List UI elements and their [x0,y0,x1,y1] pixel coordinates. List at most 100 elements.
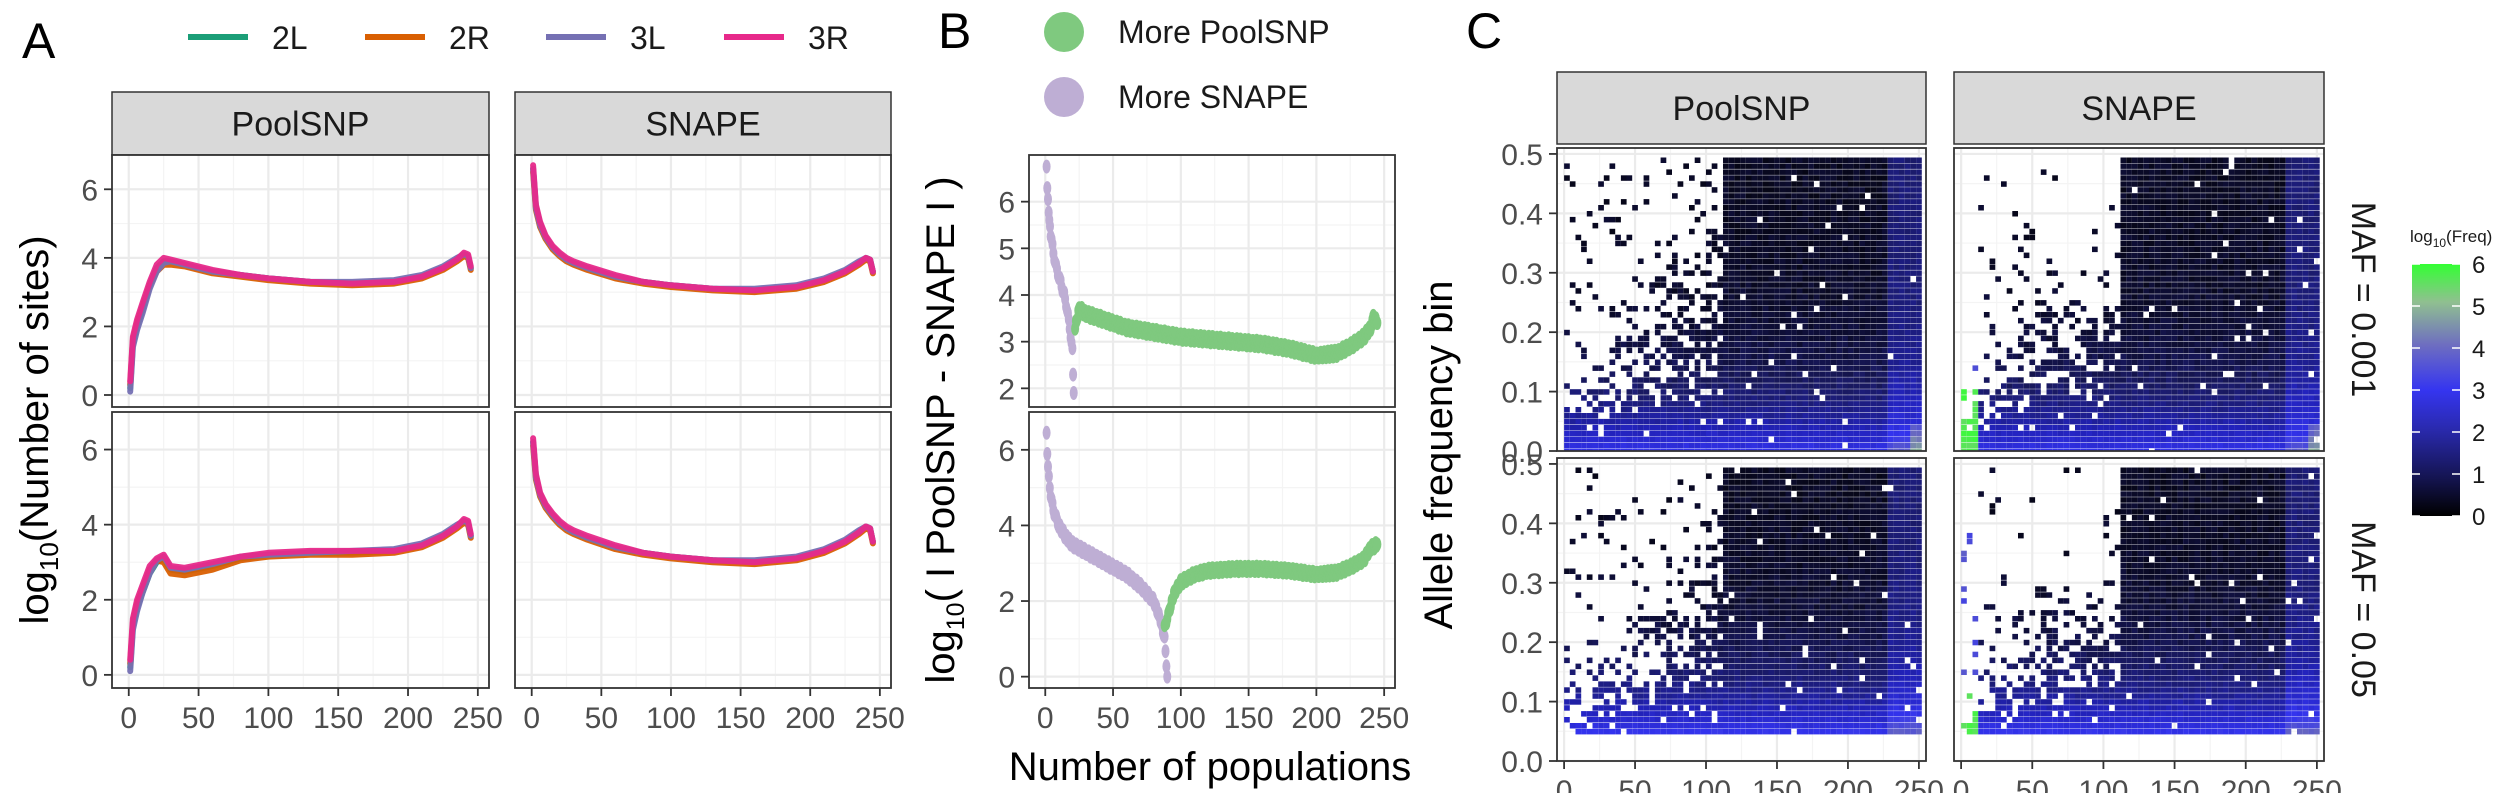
heatmap-cell [1734,240,1741,247]
heatmap-cell [1745,163,1752,169]
heatmap-cell [1649,424,1655,431]
heatmap-cell [2143,430,2149,437]
legend-label-2L: 2L [272,20,308,56]
heatmap-cell [1870,175,1877,181]
heatmap-cell [2234,282,2240,288]
heatmap-cell [1847,329,1854,336]
heatmap-cell [1745,205,1752,211]
heatmap-cell [1802,163,1809,169]
heatmap-cell [1717,371,1724,377]
heatmap-cell [1728,371,1735,377]
heatmap-cell [2149,187,2155,193]
heatmap-cell [2257,389,2263,395]
heatmap-cell [1740,187,1746,193]
heatmap-cell [1882,211,1888,217]
heatmap-cell [1882,395,1888,401]
heatmap-cell [1899,228,1905,235]
heatmap-cell [2143,175,2149,181]
heatmap-cell [1830,240,1837,247]
heatmap-cell [1774,395,1780,401]
heatmap-cell [1779,424,1786,431]
heatmap-cell [2166,359,2172,365]
heatmap-cell [2137,246,2144,253]
heatmap-cell [2205,169,2212,175]
heatmap-cell [1728,282,1735,288]
heatmap-cell [2251,294,2258,300]
heatmap-cell [1842,353,1848,360]
heatmap-cell [1865,418,1871,425]
heatmap-cell [1916,347,1922,354]
heatmap-cell [2154,347,2161,354]
heatmap-cell [1847,276,1854,282]
heatmap-cell [1978,246,1984,253]
heatmap-cell [1859,270,1865,276]
heatmap-cell [1796,234,1803,241]
heatmap-cell [2029,395,2036,401]
heatmap-cell [2046,430,2053,437]
heatmap-cell [1796,211,1803,217]
heatmap-cell [1899,246,1905,253]
heatmap-cell [1825,199,1831,205]
heatmap-cell [2257,312,2263,318]
heatmap-cell [1768,222,1775,229]
heatmap-cell [2245,193,2252,199]
heatmap-cell [1660,282,1667,288]
heatmap-cell [1564,407,1570,413]
heatmap-cell [2205,371,2212,377]
heatmap-cell [2183,258,2189,264]
heatmap-cell [2109,424,2115,431]
heatmap-cell [2211,377,2218,383]
heatmap-cell [1813,377,1820,383]
heatmap-cell [1825,300,1831,306]
heatmap-cell [1910,377,1917,383]
heatmap-cell [1983,353,1990,360]
heatmap-cell [1706,395,1712,401]
heatmap-cell [1899,288,1905,294]
heatmap-cell [2149,335,2155,342]
heatmap-cell [1910,228,1917,235]
heatmap-cell [2177,341,2184,348]
heatmap-cell [1904,294,1911,300]
heatmap-cell [1995,276,2001,282]
heatmap-cell [1660,341,1667,348]
heatmap-cell [2001,365,2007,371]
heatmap-cell [1842,389,1848,395]
heatmap-cell [1808,371,1814,377]
heatmap-cell [1723,401,1729,407]
heatmap-cell [2154,181,2161,187]
plot-border [1556,147,1927,452]
heatmap-cell [1825,163,1831,169]
heatmap-cell [2166,389,2172,395]
heatmap-cell [1983,436,1990,443]
heatmap-cell [1643,353,1650,360]
heatmap-cell [2120,347,2127,354]
heatmap-cell [1802,270,1809,276]
heatmap-cell [1836,353,1843,360]
heatmap-cell [2149,163,2155,169]
heatmap-cell [1723,282,1729,288]
heatmap-cell [1910,424,1917,431]
heatmap-cell [1774,258,1780,264]
heatmap-cell [2149,389,2155,395]
heatmap-cell [2126,270,2132,276]
heatmap-cell [1802,187,1809,193]
heatmap-cell [1830,359,1837,365]
heatmap-cell [1581,240,1587,247]
heatmap-cell [2012,306,2018,312]
heatmap-cell [1598,442,1604,449]
heatmap-cell [1887,341,1894,348]
heatmap-cell [2154,335,2161,342]
heatmap-cell [1643,181,1650,187]
heatmap-cell [2171,246,2178,253]
heatmap-cell [1836,270,1843,276]
heatmap-cell [1989,424,1996,431]
heatmap-cell [1910,169,1917,175]
heatmap-cell [2257,234,2263,241]
heatmap-cell [2126,312,2132,318]
heatmap-cell [1904,383,1911,389]
heatmap-cell [1899,377,1905,383]
heatmap-cell [1757,264,1763,270]
heatmap-cell [1757,407,1763,413]
heatmap-cell [2075,300,2081,306]
heatmap-cell [1989,395,1996,401]
